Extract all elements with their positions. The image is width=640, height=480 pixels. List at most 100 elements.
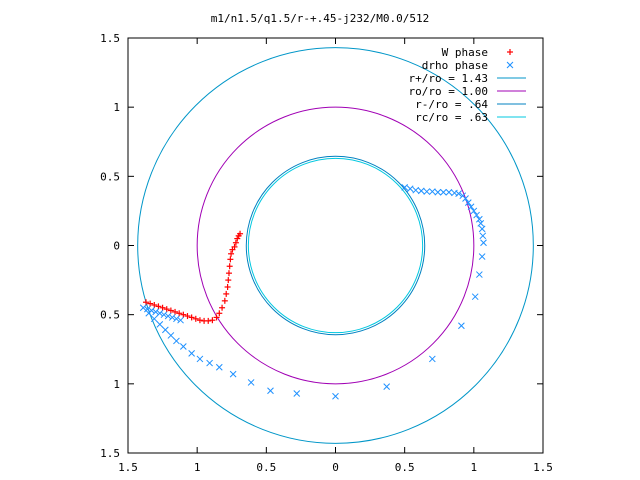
drho-phase-point-42 (459, 192, 467, 200)
legend-item-4: r-/ro = .64 (415, 98, 526, 111)
w-phase-point-4 (159, 304, 166, 311)
w-phase-point-30 (232, 239, 239, 246)
legend-item-2: r+/ro = 1.43 (409, 72, 526, 85)
drho-phase-point-48 (428, 188, 436, 195)
drho-phase-point-10 (145, 309, 153, 317)
circle-2 (245, 155, 426, 336)
w-phase-point-20 (221, 297, 228, 304)
w-phase-point-7 (172, 308, 179, 315)
w-phase-point-3 (155, 303, 162, 310)
drho-phase-point-28 (458, 322, 465, 330)
x-tick-label-1: 1 (194, 461, 201, 474)
data-points (139, 184, 487, 400)
y-tick-label-6: 1.5 (100, 447, 120, 460)
drho-phase-point-45 (445, 188, 453, 196)
w-phase-point-8 (176, 310, 183, 317)
drho-phase-point-17 (188, 350, 195, 357)
y-tick-label-5: 1 (113, 378, 120, 391)
legend-label-5: rc/ro = .63 (415, 111, 488, 124)
legend-x-b (506, 61, 514, 69)
legend-label-3: ro/ro = 1.00 (409, 85, 488, 98)
drho-phase-point-23 (267, 387, 274, 395)
drho-phase-point-40 (464, 199, 472, 206)
w-phase-point-15 (205, 317, 212, 324)
y-tick-label-2: 0.5 (100, 170, 120, 183)
drho-phase-point-22 (247, 379, 255, 386)
x-tick-label-0: 1.5 (118, 461, 138, 474)
w-phase-point-11 (188, 314, 195, 321)
circle-1 (196, 106, 475, 385)
drho-phase-point-3 (152, 308, 160, 316)
drho-phase-point-9 (177, 316, 184, 324)
drho-phase-point-15 (173, 337, 180, 345)
w-phase-point-29 (231, 243, 238, 250)
drho-phase-point-52 (406, 185, 414, 193)
legend-label-1: drho phase (422, 59, 488, 72)
drho-phase-point-14 (167, 332, 175, 339)
w-phase-point-2 (151, 301, 158, 308)
drho-phase-point-4 (156, 309, 164, 317)
drho-phase-point-7 (168, 314, 176, 321)
drho-phase-point-20 (215, 363, 223, 371)
legend-item-5: rc/ro = .63 (415, 111, 526, 124)
circle-0 (137, 47, 534, 444)
drho-phase-point-11 (150, 315, 158, 323)
w-phase-point-0 (142, 299, 149, 306)
drho-phase-point-5 (160, 311, 168, 319)
drho-phase-point-29 (471, 293, 479, 301)
w-phase-point-21 (223, 290, 230, 297)
y-tick-label-3: 0 (113, 240, 120, 253)
drho-phase-point-6 (164, 312, 172, 320)
y-tick-label-1: 1 (113, 101, 120, 114)
x-tick-label-5: 1 (471, 461, 478, 474)
drho-phase-point-51 (412, 186, 420, 194)
w-phase-point-13 (196, 317, 203, 324)
w-phase-point-22 (224, 284, 231, 290)
w-phase-point-23 (225, 277, 232, 284)
w-phase-point-31 (234, 235, 241, 242)
drho-phase-point-0 (139, 304, 147, 312)
x-axis-ticks: 1.5 1 0.5 0 0.5 1 1.5 (118, 38, 553, 474)
drho-phase-point-19 (206, 359, 213, 367)
drho-phase-point-32 (480, 239, 487, 247)
drho-phase-point-46 (440, 188, 447, 196)
x-tick-label-6: 1.5 (533, 461, 553, 474)
drho-phase-point-26 (383, 383, 391, 390)
y-tick-label-0: 1.5 (100, 32, 120, 45)
w-phase-point-1 (147, 300, 154, 307)
w-phase-point-10 (184, 313, 191, 320)
w-phase-point-26 (227, 256, 234, 263)
drho-phase-point-12 (156, 320, 164, 328)
drho-phase-point-35 (477, 220, 485, 227)
drho-phase-point-13 (161, 326, 169, 334)
drho-phase-point-16 (179, 343, 187, 350)
drho-phase-point-18 (196, 355, 204, 363)
legend-item-0: W phase (442, 46, 513, 59)
drho-phase-point-49 (423, 188, 431, 195)
drho-phase-point-36 (476, 215, 483, 223)
legend-label-2: r+/ro = 1.43 (409, 72, 488, 85)
x-tick-label-2: 0.5 (256, 461, 276, 474)
drho-phase-point-50 (417, 187, 425, 195)
drho-phase-point-24 (293, 390, 301, 397)
drho-phase-point-53 (401, 184, 409, 191)
x-tick-label-4: 0.5 (395, 461, 415, 474)
drho-phase-point-30 (476, 271, 483, 278)
w-phase-point-16 (209, 317, 216, 324)
legend-item-1: drho phase (422, 59, 514, 72)
w-phase-point-6 (167, 307, 174, 314)
drho-phase-point-21 (229, 370, 237, 378)
drho-phase-point-25 (332, 392, 339, 400)
w-phase-point-17 (213, 314, 220, 321)
drho-phase-point-31 (478, 253, 486, 260)
drho-phase-point-47 (434, 188, 442, 196)
legend-label-0: W phase (442, 46, 488, 59)
radius-circles (137, 47, 534, 444)
w-phase-point-25 (226, 263, 233, 270)
chart-title: m1/n1.5/q1.5/r-+.45-j232/M0.0/512 (211, 12, 430, 25)
x-tick-label-3: 0 (332, 461, 339, 474)
y-tick-label-4: 0.5 (100, 309, 120, 322)
drho-phase-point-33 (479, 232, 487, 240)
w-phase-point-33 (237, 230, 244, 237)
